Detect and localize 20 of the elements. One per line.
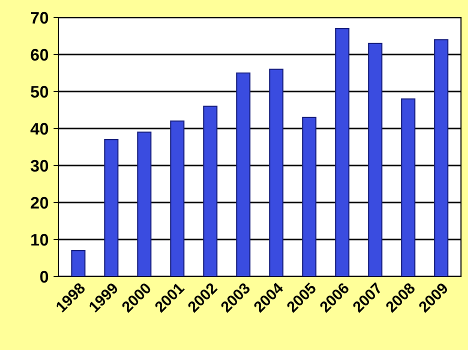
bar xyxy=(335,28,350,276)
bar xyxy=(71,250,86,276)
y-tick-label: 10 xyxy=(31,234,48,246)
bar xyxy=(434,39,448,276)
bar xyxy=(269,68,284,276)
y-tick-label: 40 xyxy=(30,122,48,135)
bar xyxy=(368,42,382,276)
y-tick-label: 60 xyxy=(30,48,48,61)
y-tick-label: 30 xyxy=(30,160,48,172)
bar xyxy=(302,116,316,276)
y-tick-label: 50 xyxy=(30,86,48,98)
y-tick-label: 20 xyxy=(30,196,48,209)
y-tick-label: 70 xyxy=(30,12,48,24)
bar xyxy=(104,139,118,276)
bar xyxy=(203,106,218,276)
bar xyxy=(401,98,416,276)
y-tick-label: 0 xyxy=(40,270,48,283)
bar xyxy=(236,72,250,276)
bar xyxy=(137,132,152,276)
bar xyxy=(170,120,184,276)
